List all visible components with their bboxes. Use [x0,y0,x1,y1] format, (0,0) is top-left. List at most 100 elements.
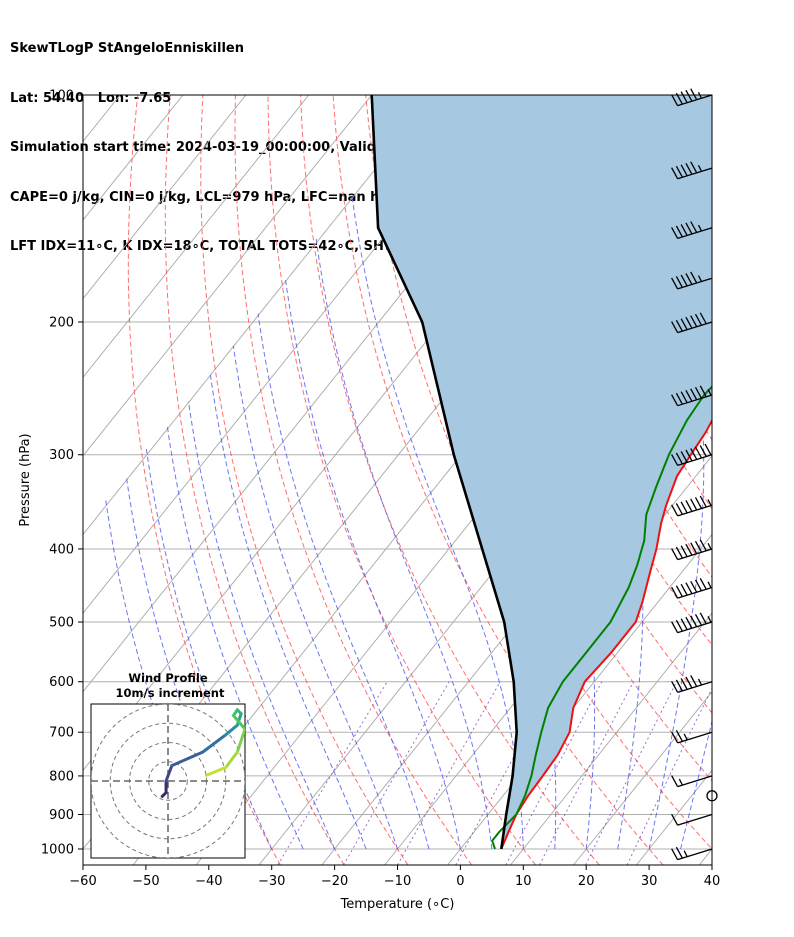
barb-shaft [677,277,713,290]
dry-adiabat-line [365,95,712,850]
y-tick-label: 100 [49,89,74,104]
y-tick-label: 400 [49,542,74,557]
x-axis-label: Temperature (∘C) [340,897,455,912]
x-tick-label: 0 [456,874,464,889]
barb-flag [685,222,693,235]
barb-half-flag [697,678,703,686]
hodograph-segment [224,750,239,770]
barb-flag [671,94,679,106]
x-tick-label: 10 [515,874,532,889]
barb-flag [680,91,688,103]
dry-adiabat-line [332,95,664,865]
barb-flag [690,315,698,328]
barb-half-flag [697,224,703,232]
barb-flag [699,445,707,457]
barb-half-flag [697,275,703,282]
x-tick-label: −40 [195,874,222,889]
barb-flag [675,319,683,332]
dewpoint-line [491,385,712,850]
dry-adiabat-line [200,95,409,865]
barb-shaft [677,227,713,240]
x-tick-label: −20 [321,874,348,889]
barb-flag [694,613,703,626]
x-tick-label: −50 [132,874,159,889]
dry-adiabat-line [164,95,345,865]
barb-flag [675,452,683,465]
barb-flag [690,542,698,554]
barb-shaft [677,848,713,861]
moist-adiabat-line [315,238,493,850]
barb-flag [694,313,703,326]
y-tick-label: 300 [49,448,74,463]
hodograph-title: Wind Profile [128,671,208,685]
barb-flag [675,503,683,515]
barb-shaft [677,681,713,693]
wind-barb [671,775,713,788]
y-tick-label: 600 [49,675,74,690]
barb-flag [699,539,707,552]
y-tick-label: 800 [49,769,74,784]
barb-shaft [677,775,713,788]
barb-flag [685,316,693,329]
barb-flag [671,548,679,560]
x-tick-label: −30 [258,874,285,889]
barb-flag [699,312,707,325]
barb-flag [675,92,683,105]
barb-flag [675,619,683,632]
barb-flag [675,225,683,238]
mixing-ratio-line [343,681,450,865]
cape-shading [371,95,712,849]
barb-flag [685,449,693,462]
barb-flag [690,388,698,401]
barb-half-flag [678,778,683,786]
x-tick-label: 40 [704,874,721,889]
barb-flag [699,612,707,625]
moist-adiabat-line [257,313,430,850]
barb-flag [675,585,683,597]
barb-flag [671,848,679,860]
header-station: SkewTLogP StAngeloEnniskillen [10,41,244,56]
barb-flag [671,731,679,744]
wind-barb [671,385,713,407]
barb-shaft [677,813,713,826]
barb-flag [680,451,688,463]
barb-flag [671,681,679,693]
barb-flag [680,164,688,177]
barb-flag [685,582,693,595]
hodograph-segment [205,766,228,777]
y-axis-label: Pressure (hPa) [18,433,33,526]
y-tick-label: 500 [49,616,74,631]
temperature-line [500,418,712,850]
barb-flag [685,162,693,175]
x-tick-label: 20 [578,874,595,889]
barb-flag [690,580,698,593]
barb-flag [704,443,712,456]
barb-flag [690,448,698,460]
x-tick-label: 30 [641,874,658,889]
hodograph-segment [231,714,245,731]
barb-half-flag [683,733,688,741]
barb-flag [690,221,698,233]
moist-adiabat-line [284,278,461,850]
barb-flag [685,89,693,102]
barb-flag [680,545,688,557]
barb-flag [690,271,698,284]
isotherm-line [83,95,247,300]
wind-barb [671,612,713,634]
hodograph-segment [235,712,243,727]
wind-barb [671,539,713,561]
mixing-ratio-line [397,681,501,865]
dry-adiabat-line [127,95,281,865]
wind-barb [671,312,713,334]
barb-flag [671,321,679,333]
barb-flag [671,586,679,599]
wind-barb [671,88,713,107]
barb-flag [675,392,683,405]
isotherm-line [83,95,373,457]
barb-flag [694,540,703,553]
hodograph-segment [164,764,174,783]
calm-circle [706,790,718,802]
wind-barb [671,271,713,290]
barb-flag [685,500,693,512]
